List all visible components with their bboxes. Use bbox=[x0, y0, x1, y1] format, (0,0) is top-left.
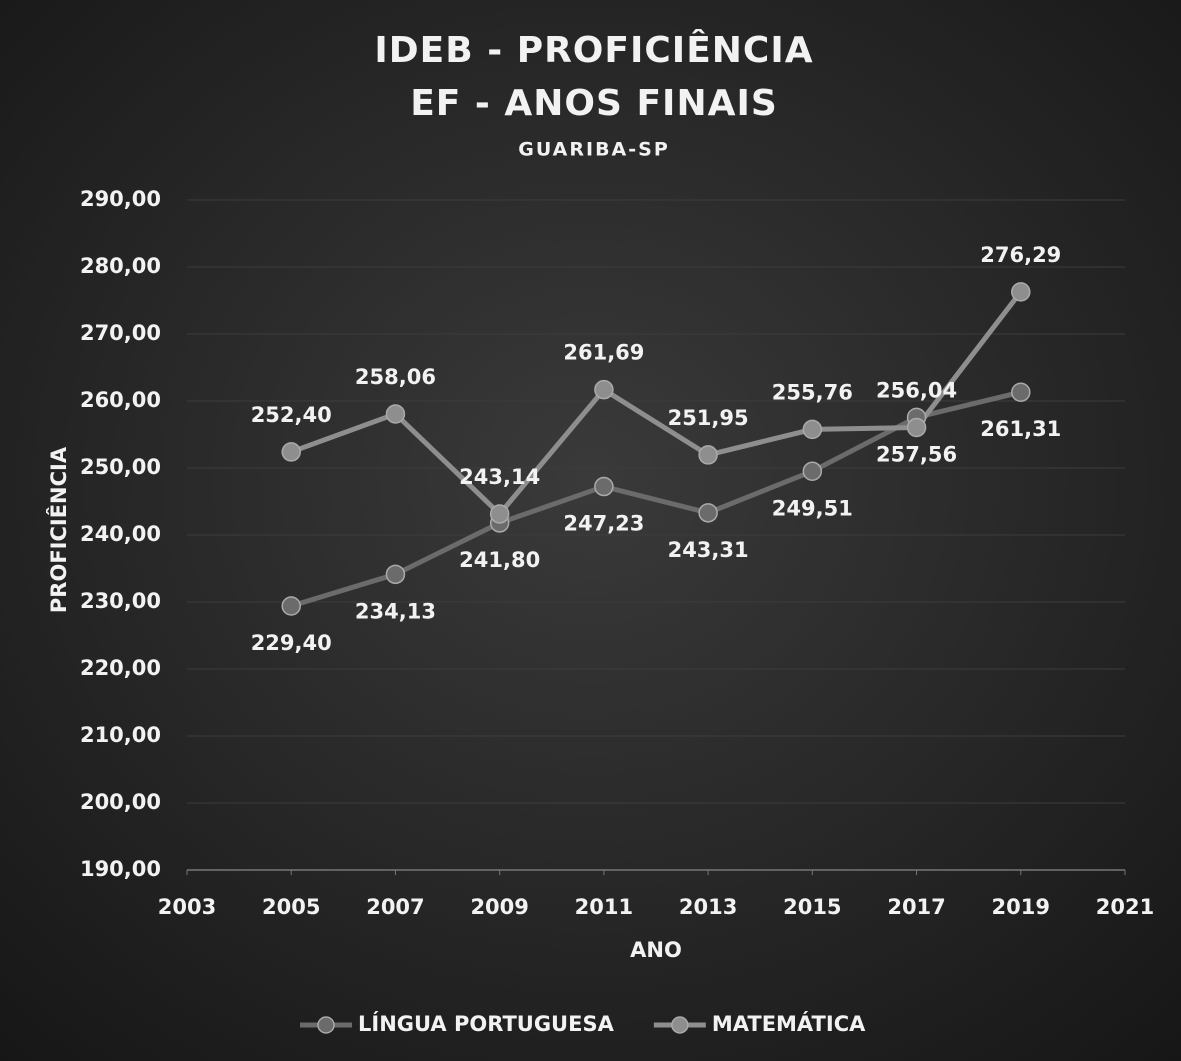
x-tick-label: 2013 bbox=[679, 895, 737, 919]
x-tick-label: 2015 bbox=[783, 895, 841, 919]
data-label: 251,95 bbox=[668, 406, 749, 430]
data-label: 256,04 bbox=[876, 379, 957, 403]
legend-label: MATEMÁTICA bbox=[712, 1011, 866, 1036]
marker bbox=[906, 417, 927, 438]
series-line bbox=[290, 290, 1023, 518]
y-tick-label: 290,00 bbox=[80, 187, 161, 211]
y-tick-label: 250,00 bbox=[80, 455, 161, 479]
y-tick-label: 260,00 bbox=[80, 388, 161, 412]
data-label: 276,29 bbox=[980, 243, 1061, 267]
y-tick-label: 200,00 bbox=[80, 790, 161, 814]
y-tick-label: 240,00 bbox=[80, 522, 161, 546]
y-tick-label: 270,00 bbox=[80, 321, 161, 345]
x-tick-label: 2007 bbox=[366, 895, 424, 919]
legend-marker bbox=[317, 1016, 335, 1034]
chart-subtitle: GUARIBA-SP bbox=[518, 139, 670, 161]
marker bbox=[802, 419, 823, 440]
marker bbox=[802, 461, 823, 482]
x-tick-label: 2003 bbox=[158, 895, 216, 919]
data-label: 229,40 bbox=[251, 631, 332, 655]
data-label: 249,51 bbox=[772, 496, 853, 520]
marker bbox=[594, 476, 614, 497]
marker bbox=[698, 503, 718, 523]
data-label: 234,13 bbox=[355, 599, 436, 623]
chart-title: IDEB - PROFICIÊNCIA bbox=[374, 29, 813, 71]
marker bbox=[385, 564, 406, 585]
marker bbox=[489, 504, 510, 524]
chart-title: EF - ANOS FINAIS bbox=[410, 83, 778, 124]
y-tick-label: 210,00 bbox=[80, 723, 161, 747]
marker bbox=[594, 379, 614, 400]
data-label: 261,69 bbox=[563, 341, 644, 365]
x-tick-label: 2011 bbox=[575, 895, 633, 919]
data-label: 261,31 bbox=[980, 417, 1061, 441]
data-label: 243,14 bbox=[459, 465, 540, 489]
x-tick-label: 2021 bbox=[1096, 895, 1154, 919]
x-tick-label: 2017 bbox=[887, 895, 945, 919]
data-label: 247,23 bbox=[563, 512, 644, 536]
y-tick-label: 230,00 bbox=[80, 589, 161, 613]
x-tick-label: 2009 bbox=[470, 895, 528, 919]
x-axis-label: ANO bbox=[630, 938, 682, 962]
data-label: 252,40 bbox=[251, 403, 332, 427]
y-tick-label: 280,00 bbox=[80, 254, 161, 278]
marker bbox=[698, 445, 718, 465]
marker bbox=[1011, 282, 1031, 302]
data-label: 255,76 bbox=[772, 380, 853, 404]
x-tick-label: 2005 bbox=[262, 895, 320, 919]
marker bbox=[281, 442, 301, 462]
data-label: 257,56 bbox=[876, 442, 957, 466]
marker bbox=[281, 596, 301, 616]
marker bbox=[1011, 382, 1031, 402]
y-tick-label: 220,00 bbox=[80, 656, 161, 680]
data-label: 241,80 bbox=[459, 548, 540, 572]
data-label: 258,06 bbox=[355, 365, 436, 389]
y-tick-label: 190,00 bbox=[80, 857, 161, 881]
x-tick-label: 2019 bbox=[992, 895, 1050, 919]
marker bbox=[385, 404, 406, 424]
y-axis-label: PROFICIÊNCIA bbox=[46, 446, 71, 613]
legend-label: LÍNGUA PORTUGUESA bbox=[358, 1011, 615, 1036]
data-label: 243,31 bbox=[668, 538, 749, 562]
legend-marker bbox=[671, 1016, 689, 1034]
